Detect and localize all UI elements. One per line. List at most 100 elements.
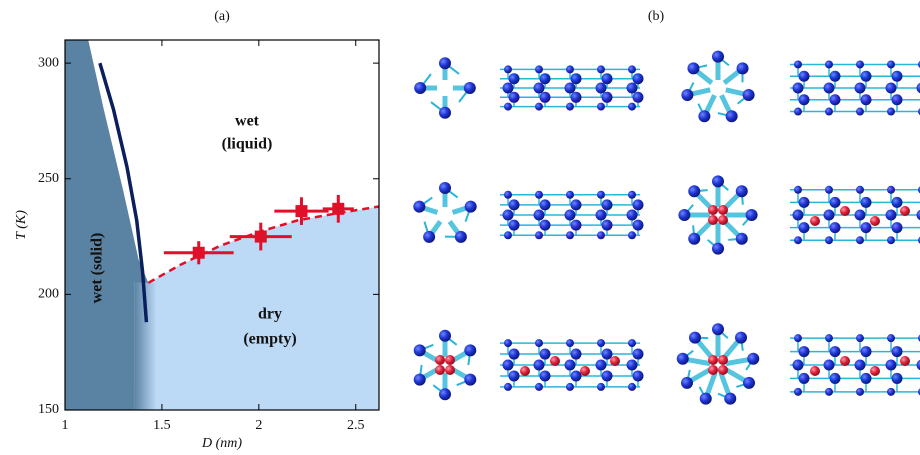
water-atom	[718, 355, 728, 365]
atom	[602, 349, 613, 360]
atom	[861, 71, 872, 82]
atom	[566, 339, 574, 347]
atom	[540, 92, 551, 103]
atom	[509, 370, 520, 381]
atom	[856, 108, 864, 116]
region-annotation: dry	[258, 306, 282, 323]
water-atom	[708, 215, 718, 225]
atom	[825, 60, 833, 68]
water-atom	[840, 206, 850, 216]
water-atom	[900, 356, 910, 366]
atom	[856, 60, 864, 68]
atom	[571, 199, 582, 210]
atom	[678, 209, 690, 221]
y-tick-label: 150	[38, 402, 59, 417]
atom	[413, 201, 425, 213]
atom	[633, 349, 644, 360]
water-atom	[718, 365, 728, 375]
atom	[566, 191, 574, 199]
data-point	[193, 247, 205, 259]
atom	[455, 231, 467, 243]
atom	[535, 191, 543, 199]
atom	[566, 65, 574, 73]
atom	[794, 186, 802, 194]
atom	[887, 388, 895, 396]
atom	[689, 332, 701, 344]
region-annotation: wet (solid)	[89, 233, 106, 304]
atom	[861, 197, 872, 208]
atom	[509, 73, 520, 84]
atom	[856, 388, 864, 396]
atom	[824, 83, 835, 94]
atom	[793, 83, 804, 94]
atom	[597, 65, 605, 73]
atom	[855, 83, 866, 94]
atom	[799, 373, 810, 384]
atom	[597, 339, 605, 347]
atom	[628, 65, 636, 73]
atom	[535, 65, 543, 73]
atom	[886, 83, 897, 94]
atom	[917, 360, 920, 371]
atom	[509, 349, 520, 360]
figure: (a) (b) 11.522.5150200250300D (nm)T (K)w…	[0, 0, 920, 455]
atom	[509, 92, 520, 103]
atom	[534, 83, 545, 94]
atom	[794, 334, 802, 342]
atom	[861, 346, 872, 357]
atom	[627, 83, 638, 94]
y-tick-label: 300	[38, 55, 59, 70]
atom	[627, 360, 638, 371]
atom	[855, 210, 866, 221]
atom	[917, 210, 920, 221]
atom	[799, 346, 810, 357]
atom	[414, 82, 426, 94]
atom	[535, 383, 543, 391]
atom	[687, 62, 699, 74]
atom	[892, 222, 903, 233]
atom	[504, 65, 512, 73]
region-annotation: (empty)	[243, 331, 296, 348]
atom	[830, 346, 841, 357]
atom	[892, 94, 903, 105]
atom	[743, 377, 755, 389]
atom	[799, 94, 810, 105]
atom	[700, 393, 712, 405]
atom	[794, 60, 802, 68]
atom	[439, 57, 451, 69]
atom	[504, 231, 512, 239]
atom	[540, 199, 551, 210]
panel-label: (a)	[214, 9, 230, 24]
atom	[628, 339, 636, 347]
atom	[633, 370, 644, 381]
water-atom	[708, 355, 718, 365]
atom	[735, 332, 747, 344]
atom	[737, 62, 749, 74]
atom	[414, 374, 426, 386]
atom	[892, 373, 903, 384]
water-atom	[840, 356, 850, 366]
atom	[794, 236, 802, 244]
atom	[439, 182, 451, 194]
atom	[830, 222, 841, 233]
x-axis-label: D (nm)	[201, 436, 242, 451]
atom	[825, 186, 833, 194]
atom	[571, 349, 582, 360]
water-atom	[580, 366, 590, 376]
atom	[504, 383, 512, 391]
atom	[886, 360, 897, 371]
atom	[892, 346, 903, 357]
water-atom	[900, 206, 910, 216]
atom	[861, 373, 872, 384]
atom	[503, 210, 514, 221]
atom	[597, 231, 605, 239]
water-atom	[708, 205, 718, 215]
atom	[602, 73, 613, 84]
atom	[887, 334, 895, 342]
atom	[677, 353, 689, 365]
atom	[887, 186, 895, 194]
x-tick-label: 2.5	[347, 418, 365, 433]
atom	[566, 231, 574, 239]
atom	[439, 107, 451, 119]
data-point	[332, 203, 344, 215]
